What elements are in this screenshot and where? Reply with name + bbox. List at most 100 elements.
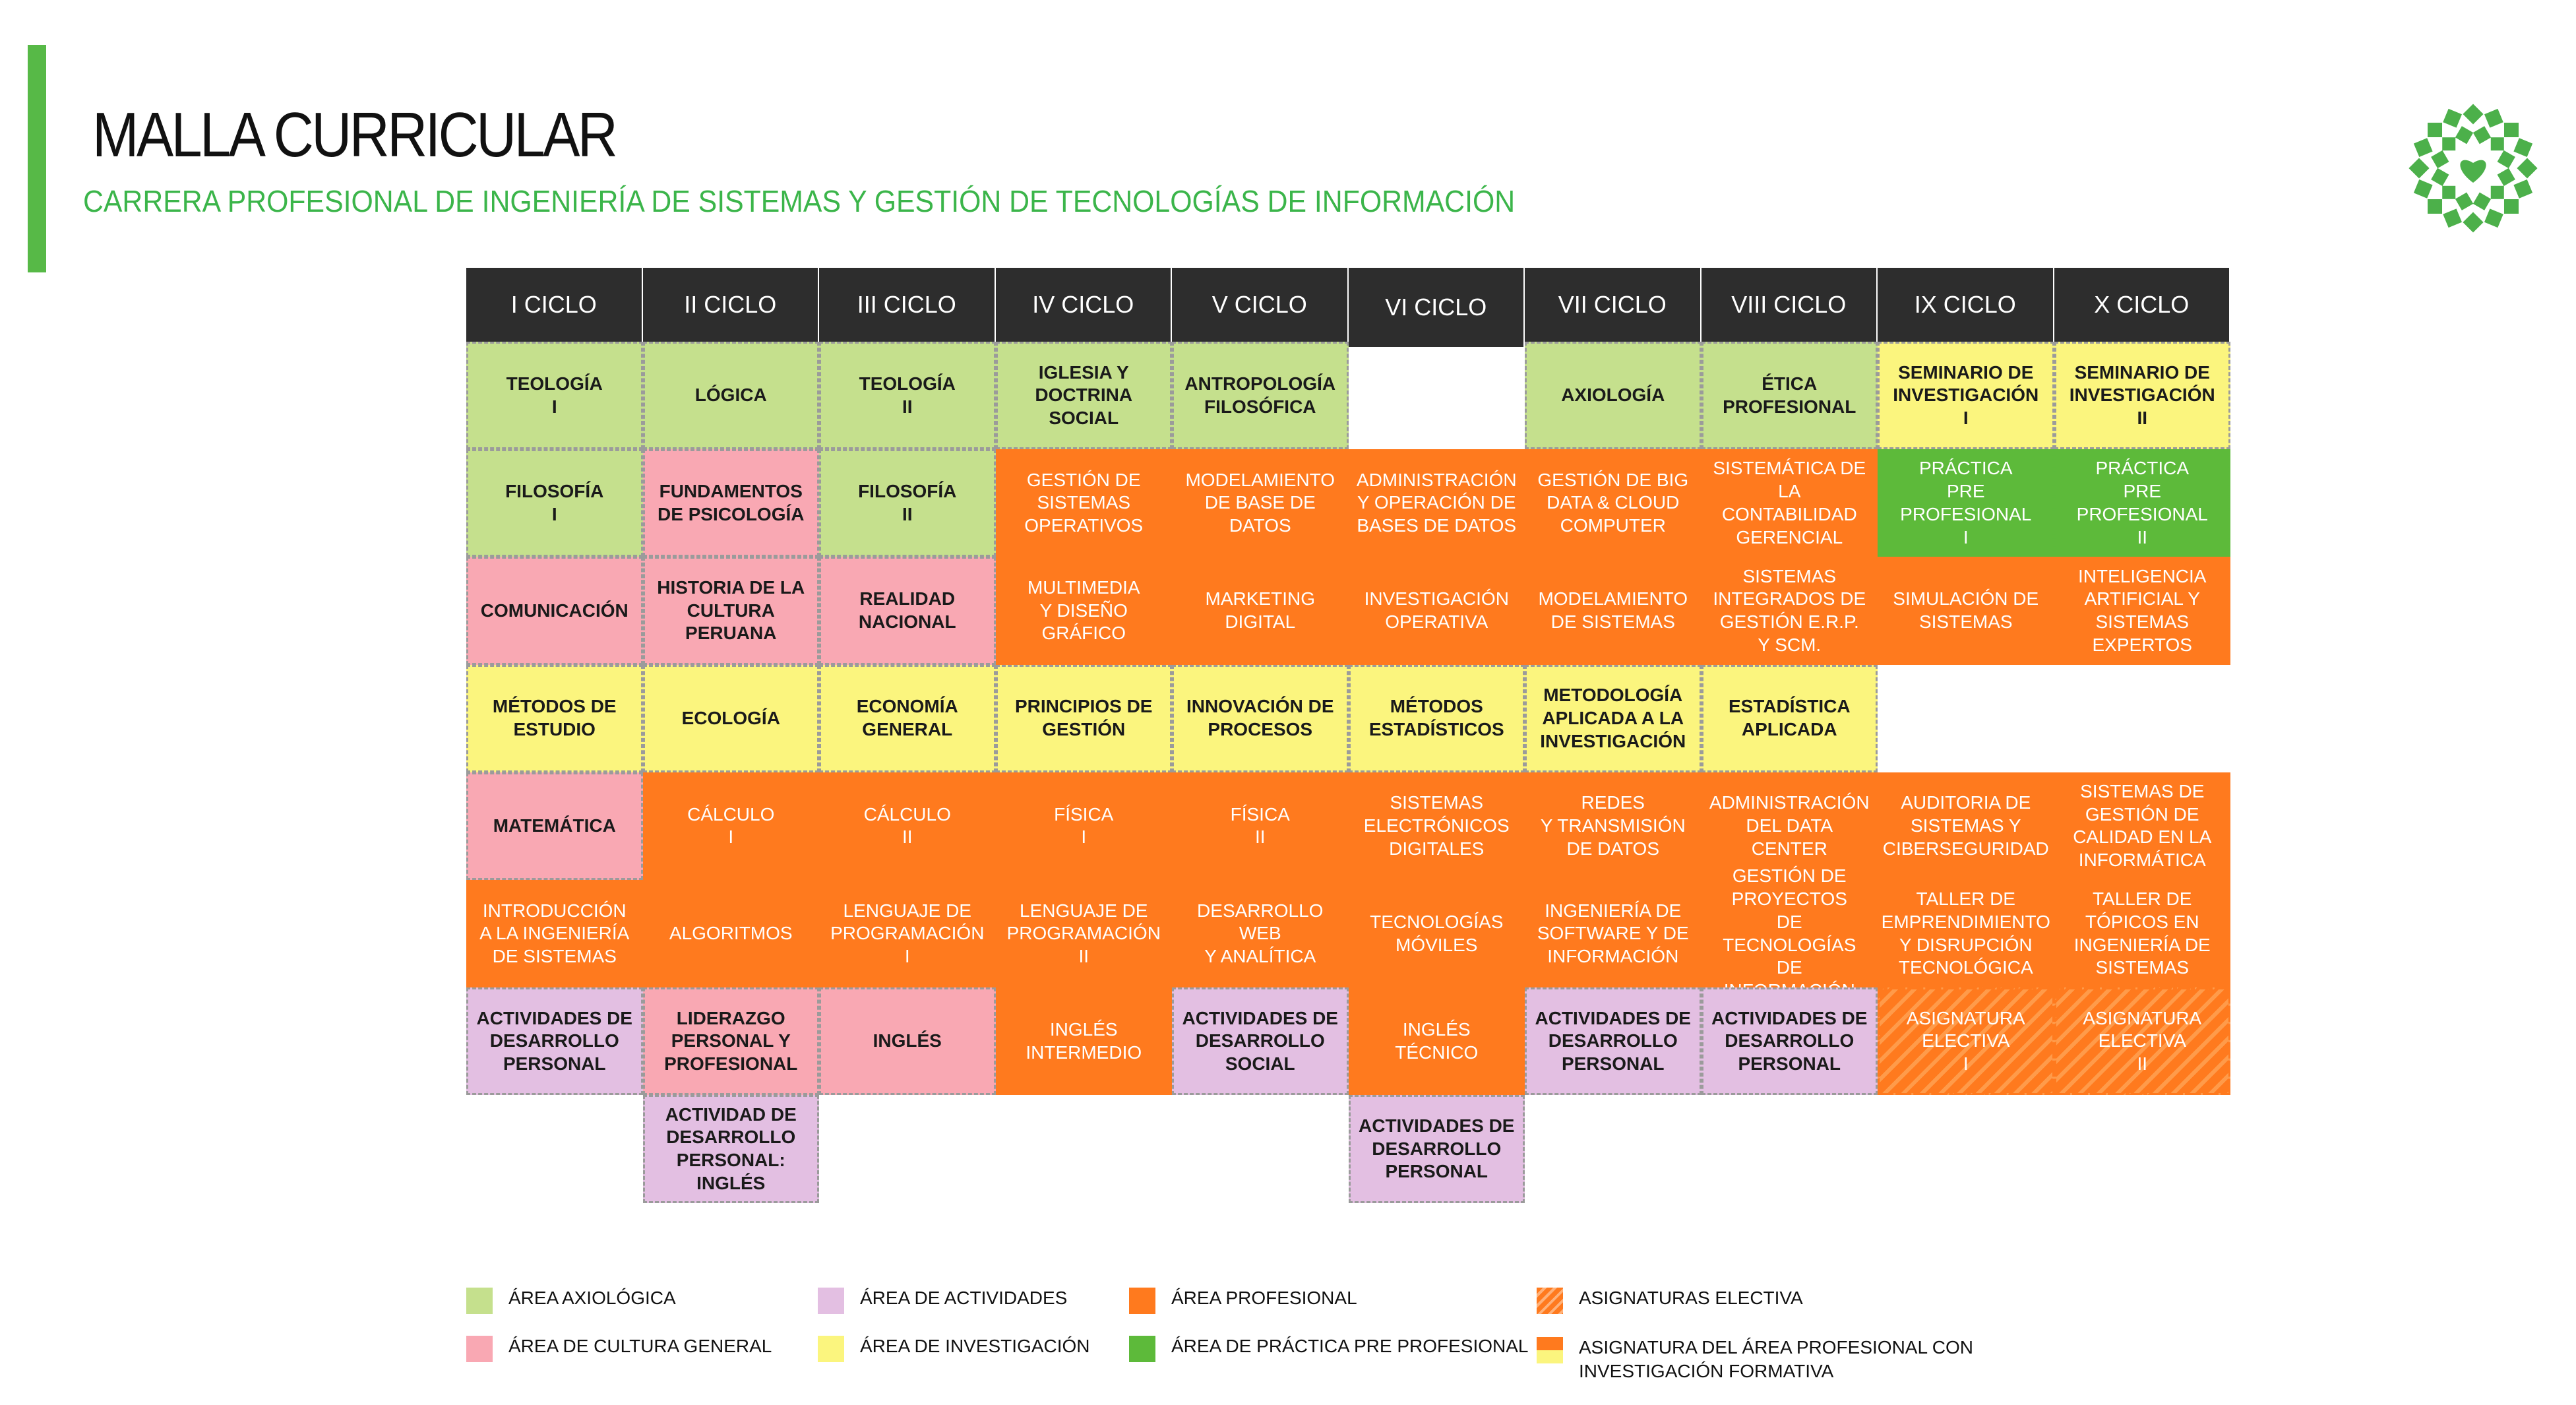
course-cell: INVESTIGACIÓN OPERATIVA [1348,557,1525,665]
course-label: ECOLOGÍA [681,707,780,728]
course-label: ACTIVIDADES DE DESARROLLO PERSONAL [1359,1115,1515,1182]
legend-label: ÁREA DE PRÁCTICA PRE PROFESIONAL [1171,1336,1529,1356]
course-label: MULTIMEDIA Y DISEÑO GRÁFICO [1027,577,1140,644]
course-cell: MATEMÁTICA [466,772,643,880]
course-cell: SEMINARIO DE INVESTIGACIÓN II [2054,342,2230,450]
course-cell: ACTIVIDADES DE DESARROLLO PERSONAL [1348,1095,1525,1203]
course-label: INTRODUCCIÓN A LA INGENIERÍA DE SISTEMAS [479,900,630,966]
course-label: ALGORITMOS [669,923,793,944]
course-cell: INTRODUCCIÓN A LA INGENIERÍA DE SISTEMAS [466,880,643,988]
curriculum-grid: I CICLO TEOLOGÍA I FILOSOFÍA I COMUNICACIÓN… [466,268,2230,1204]
course-cell: TECNOLOGÍAS MÓVILES [1348,880,1525,988]
course-label: ECONOMÍA GENERAL [856,696,958,740]
course-label: LIDERAZGO PERSONAL Y PROFESIONAL [664,1007,798,1075]
course-cell: ACTIVIDADES DE DESARROLLO PERSONAL [1701,987,1878,1096]
legend-swatch [466,1288,493,1314]
course-label: METODOLOGÍA APLICADA A LA INVESTIGACIÓN [1540,685,1686,751]
course-label: INTELIGENCIA ARTIFICIAL Y SISTEMAS EXPER… [2078,565,2207,655]
course-cell: TALLER DE EMPRENDIMIENTO Y DISRUPCIÓN TE… [1878,880,2054,988]
legend-swatch [1537,1288,1563,1314]
course-cell: REALIDAD NACIONAL [819,557,996,665]
course-label: TALLER DE EMPRENDIMIENTO Y DISRUPCIÓN TE… [1881,889,2050,978]
course-label: SEMINARIO DE INVESTIGACIÓN I [1893,361,2039,428]
course-label: IGLESIA Y DOCTRINA SOCIAL [1035,361,1133,428]
course-label: ESTADÍSTICA APLICADA [1728,696,1851,740]
course-label: FILOSOFÍA II [858,481,957,524]
ciclo-header: I CICLO [466,268,643,342]
course-label: FÍSICA I [1054,803,1114,848]
course-label: ACTIVIDADES DE DESARROLLO SOCIAL [1182,1007,1338,1075]
course-cell: IGLESIA Y DOCTRINA SOCIAL [995,342,1172,450]
course-cell: FUNDAMENTOS DE PSICOLOGÍA [642,449,819,557]
legend-item: ÁREA AXIOLÓGICA [466,1286,676,1314]
ciclo-header: IX CICLO [1878,268,2054,342]
course-cell: SISTEMAS ELECTRÓNICOS DIGITALES [1348,772,1525,880]
legend-swatch [818,1288,844,1314]
legend-label: ÁREA DE INVESTIGACIÓN [860,1336,1090,1356]
course-label: ASIGNATURA ELECTIVA II [2083,1007,2202,1075]
course-cell: ADMINISTRACIÓN Y OPERACIÓN DE BASES DE D… [1348,449,1525,557]
flower-logo-icon [2408,104,2538,233]
course-cell: TALLER DE TÓPICOS EN INGENIERÍA DE SISTE… [2054,880,2230,988]
course-cell: GESTIÓN DE BIG DATA & CLOUD COMPUTER [1525,449,1702,557]
course-label: DESARROLLO WEB Y ANALÍTICA [1197,900,1324,966]
course-label: ACTIVIDAD DE DESARROLLO PERSONAL: INGLÉS [665,1104,797,1193]
legend-item: ÁREA DE PRÁCTICA PRE PROFESIONAL [1129,1334,1528,1362]
course-label: ACTIVIDADES DE DESARROLLO PERSONAL [476,1007,632,1075]
course-label: ASIGNATURA ELECTIVA I [1906,1007,2025,1075]
legend-label: ÁREA AXIOLÓGICA [508,1288,676,1308]
course-cell: REDES Y TRANSMISIÓN DE DATOS [1525,772,1702,880]
course-cell: TEOLOGÍA I [466,342,643,450]
course-cell: SISTEMAS INTEGRADOS DE GESTIÓN E.R.P. Y … [1701,557,1878,665]
course-label: FÍSICA II [1230,803,1290,848]
legend-swatch [1129,1336,1155,1362]
ciclo-header: II CICLO [642,268,819,342]
course-cell: CÁLCULO I [642,772,819,880]
course-label: SEMINARIO DE INVESTIGACIÓN II [2069,361,2215,428]
course-cell: CÁLCULO II [819,772,996,880]
course-label: TEOLOGÍA I [506,373,603,417]
legend-item: ASIGNATURA DEL ÁREA PROFESIONAL CON INVE… [1537,1336,1973,1384]
legend-label: ÁREA PROFESIONAL [1171,1288,1357,1308]
course-label: FUNDAMENTOS DE PSICOLOGÍA [658,481,805,524]
course-label: ACTIVIDADES DE DESARROLLO PERSONAL [1711,1007,1868,1075]
course-label: SISTEMAS DE GESTIÓN DE CALIDAD EN LA INF… [2073,780,2212,871]
legend-item: ÁREA DE ACTIVIDADES [818,1286,1067,1314]
course-cell: TEOLOGÍA II [819,342,996,450]
course-cell: SISTEMÁTICA DE LA CONTABILIDAD GERENCIAL [1701,449,1878,557]
course-cell: LÓGICA [642,342,819,450]
course-cell: AXIOLOGÍA [1525,342,1702,450]
legend-swatch [1129,1288,1155,1314]
course-label: LENGUAJE DE PROGRAMACIÓN I [830,900,985,966]
course-cell: INTELIGENCIA ARTIFICIAL Y SISTEMAS EXPER… [2054,557,2230,665]
course-label: INVESTIGACIÓN OPERATIVA [1364,588,1509,632]
legend-swatch [818,1336,844,1362]
course-cell: AUDITORIA DE SISTEMAS Y CIBERSEGURIDAD [1878,772,2054,880]
course-cell: INGLÉS TÉCNICO [1348,987,1525,1096]
course-cell: MARKETING DIGITAL [1172,557,1349,665]
course-label: INGLÉS TÉCNICO [1395,1019,1479,1063]
legend-item: ÁREA DE INVESTIGACIÓN [818,1334,1090,1362]
course-cell: DESARROLLO WEB Y ANALÍTICA [1172,880,1349,988]
course-cell: INGLÉS [819,987,996,1096]
course-cell: MODELAMIENTO DE SISTEMAS [1525,557,1702,665]
course-cell: METODOLOGÍA APLICADA A LA INVESTIGACIÓN [1525,664,1702,772]
course-label: MATEMÁTICA [493,815,616,836]
course-label: ACTIVIDADES DE DESARROLLO PERSONAL [1535,1007,1691,1075]
course-cell: ADMINISTRACIÓN DEL DATA CENTER [1701,772,1878,880]
legend-item: ÁREA DE CULTURA GENERAL [466,1334,772,1362]
course-label: MARKETING DIGITAL [1205,588,1315,632]
course-label: SISTEMAS INTEGRADOS DE GESTIÓN E.R.P. Y … [1713,565,1866,655]
course-label: MÉTODOS ESTADÍSTICOS [1368,696,1504,740]
legend-item: ÁREA PROFESIONAL [1129,1286,1357,1314]
course-cell: MULTIMEDIA Y DISEÑO GRÁFICO [995,557,1172,665]
legend-item: ASIGNATURAS ELECTIVA [1537,1286,1803,1314]
course-label: ANTROPOLOGÍA FILOSÓFICA [1184,373,1336,417]
ciclo-header: VI CICLO [1348,268,1525,347]
ciclo-header: IV CICLO [995,268,1172,342]
course-label: SISTEMAS ELECTRÓNICOS DIGITALES [1363,792,1510,859]
course-cell: ANTROPOLOGÍA FILOSÓFICA [1172,342,1349,450]
course-cell: ECONOMÍA GENERAL [819,664,996,772]
course-label: INGLÉS INTERMEDIO [1026,1019,1142,1063]
legend-label: ÁREA DE ACTIVIDADES [860,1288,1068,1308]
